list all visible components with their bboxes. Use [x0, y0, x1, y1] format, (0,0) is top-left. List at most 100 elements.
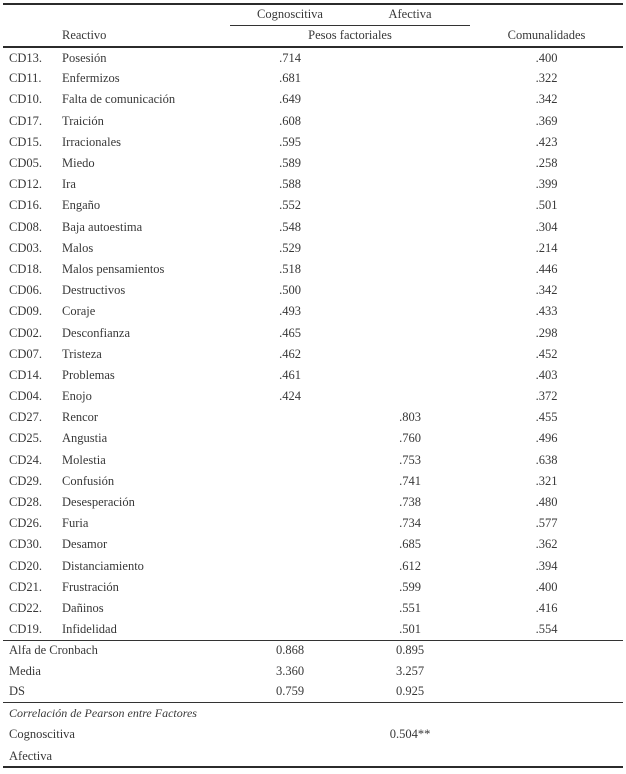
header-spacer-right: [470, 4, 623, 25]
item-code: CD22.: [9, 600, 42, 615]
item-code: CD13.: [9, 50, 42, 65]
item-code: CD07.: [9, 346, 42, 361]
item-afectiva-loading: .685: [399, 537, 421, 552]
item-afectiva-loading: [350, 344, 470, 365]
item-cognoscitiva-loading: .465: [279, 325, 301, 340]
item-row: CD17. Traición .608 .369: [3, 111, 623, 132]
item-name: Traición: [62, 113, 104, 128]
item-code: CD02.: [9, 325, 42, 340]
item-afectiva-loading: [350, 111, 470, 132]
item-cognoscitiva-loading: [230, 450, 350, 471]
item-cognoscitiva-loading: .424: [279, 389, 301, 404]
header-comunalidades-label: Comunalidades: [470, 25, 623, 48]
header-reactivo-label: Reactivo: [3, 25, 230, 48]
factor-analysis-table: Cognoscitiva Afectiva Reactivo Pesos fac…: [3, 3, 623, 769]
item-afectiva-loading: [350, 47, 470, 68]
item-code: CD17.: [9, 113, 42, 128]
item-cognoscitiva-loading: .649: [279, 92, 301, 107]
item-name: Desconfianza: [62, 325, 131, 340]
pearson-factor-label: Cognoscitiva: [9, 727, 75, 742]
summary-row: Alfa de Cronbach 0.868 0.895: [3, 639, 623, 661]
item-row: CD29. Confusión .741 .321: [3, 471, 623, 492]
item-code: CD24.: [9, 452, 42, 467]
item-afectiva-loading: [350, 301, 470, 322]
item-cognoscitiva-loading: .461: [279, 367, 301, 382]
item-row: CD02. Desconfianza .465 .298: [3, 322, 623, 343]
item-name: Desesperación: [62, 495, 135, 510]
item-afectiva-loading: [350, 259, 470, 280]
item-row: CD18. Malos pensamientos .518 .446: [3, 259, 623, 280]
item-cognoscitiva-loading: .552: [279, 198, 301, 213]
item-cognoscitiva-loading: [230, 428, 350, 449]
pearson-empty-cell: [230, 724, 350, 746]
item-row: CD21. Frustración .599 .400: [3, 577, 623, 598]
pearson-title-row: Correlación de Pearson entre Factores: [3, 701, 623, 724]
table-header: Cognoscitiva Afectiva Reactivo Pesos fac…: [3, 4, 623, 48]
summary-empty-cell: [470, 639, 623, 661]
item-comunalidad: .554: [535, 621, 558, 636]
item-row: CD28. Desesperación .738 .480: [3, 492, 623, 513]
item-code: CD26.: [9, 516, 42, 531]
summary-label: Media: [9, 663, 41, 678]
item-code: CD29.: [9, 473, 42, 488]
item-row: CD09. Coraje .493 .433: [3, 301, 623, 322]
item-comunalidad: .423: [535, 134, 558, 149]
item-name: Enfermizos: [62, 71, 120, 86]
item-cognoscitiva-loading: .681: [279, 71, 301, 86]
item-afectiva-loading: .741: [399, 473, 421, 488]
item-comunalidad: .577: [535, 516, 558, 531]
items-section: CD13. Posesión .714 .400 CD11. Enfermizos .681…: [3, 47, 623, 640]
item-code: CD19.: [9, 621, 42, 636]
item-name: Tristeza: [62, 346, 102, 361]
item-code: CD16.: [9, 198, 42, 213]
item-comunalidad: .342: [535, 283, 558, 298]
item-row: CD20. Distanciamiento .612 .394: [3, 556, 623, 577]
header-group-row: Cognoscitiva Afectiva: [3, 4, 623, 26]
item-comunalidad: .304: [535, 219, 558, 234]
summary-row: DS 0.759 0.925: [3, 682, 623, 703]
item-afectiva-loading: .734: [399, 516, 421, 531]
item-code: CD04.: [9, 389, 42, 404]
pearson-empty-cell: [470, 746, 623, 768]
item-name: Problemas: [62, 367, 115, 382]
summary-section: Alfa de Cronbach 0.868 0.895 Media 3.360 3.25…: [3, 639, 623, 703]
item-name: Enojo: [62, 389, 92, 404]
item-cognoscitiva-loading: .493: [279, 304, 301, 319]
header-cognoscitiva-label: Cognoscitiva: [230, 4, 350, 26]
pearson-section: Correlación de Pearson entre Factores Cog…: [3, 701, 623, 768]
item-comunalidad: .214: [535, 240, 558, 255]
summary-empty-cell: [470, 682, 623, 703]
item-name: Frustración: [62, 579, 119, 594]
header-spacer-left: [3, 4, 230, 25]
item-name: Infidelidad: [62, 621, 117, 636]
pearson-correlation-value: [350, 746, 470, 768]
item-afectiva-loading: [350, 365, 470, 386]
item-row: CD22. Dañinos .551 .416: [3, 598, 623, 619]
item-afectiva-loading: [350, 386, 470, 407]
item-row: CD13. Posesión .714 .400: [3, 47, 623, 68]
item-name: Irracionales: [62, 134, 121, 149]
item-afectiva-loading: [350, 153, 470, 174]
item-comunalidad: .446: [535, 261, 558, 276]
item-comunalidad: .362: [535, 537, 558, 552]
item-row: CD04. Enojo .424 .372: [3, 386, 623, 407]
item-name: Engaño: [62, 198, 101, 213]
item-cognoscitiva-loading: .589: [279, 156, 301, 171]
item-row: CD10. Falta de comunicación .649 .342: [3, 89, 623, 110]
summary-empty-cell: [470, 661, 623, 682]
item-name: Rencor: [62, 410, 99, 425]
item-comunalidad: .638: [535, 452, 558, 467]
pearson-title: Correlación de Pearson entre Factores: [3, 701, 623, 724]
pearson-row: Cognoscitiva 0.504**: [3, 724, 623, 746]
header-pesos-factoriales-label: Pesos factoriales: [230, 25, 470, 48]
summary-afectiva-value: 3.257: [395, 663, 425, 678]
item-code: CD06.: [9, 283, 42, 298]
item-cognoscitiva-loading: .714: [279, 50, 301, 65]
item-name: Posesión: [62, 50, 107, 65]
item-comunalidad: .433: [535, 304, 558, 319]
item-comunalidad: .399: [535, 177, 558, 192]
item-cognoscitiva-loading: [230, 556, 350, 577]
item-cognoscitiva-loading: .518: [279, 261, 301, 276]
item-comunalidad: .452: [535, 346, 558, 361]
item-comunalidad: .400: [535, 50, 558, 65]
